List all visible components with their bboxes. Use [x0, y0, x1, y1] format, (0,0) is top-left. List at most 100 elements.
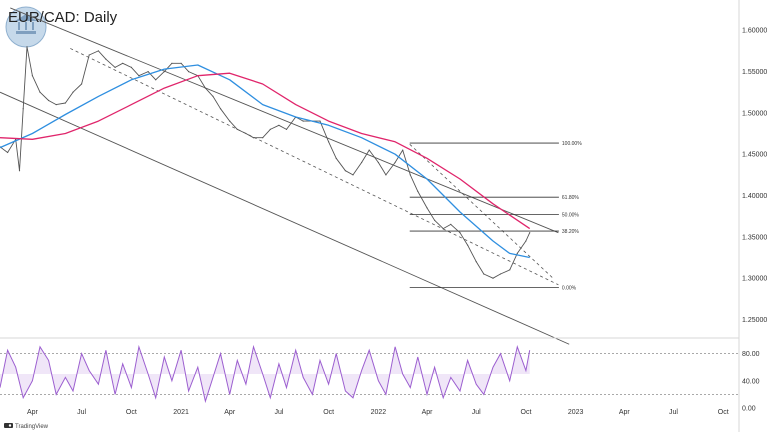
price-point	[81, 83, 83, 85]
time-tick-label: Apr	[619, 409, 631, 416]
price-point	[442, 228, 444, 230]
price-point	[335, 157, 337, 159]
price-point	[22, 108, 24, 110]
price-tick-label: 1.40000	[742, 193, 767, 200]
price-point	[492, 277, 494, 279]
price-point	[525, 240, 527, 242]
price-point	[262, 137, 264, 139]
oscillator-pane	[0, 344, 739, 404]
chart-title: EUR/CAD: Daily	[8, 9, 118, 26]
price-point	[163, 71, 165, 73]
time-tick-label: Oct	[323, 409, 334, 416]
price-point	[361, 161, 363, 164]
price-point	[26, 46, 28, 48]
price-point	[130, 66, 132, 68]
price-point	[252, 137, 255, 139]
price-point	[516, 252, 518, 254]
price-point	[219, 108, 222, 110]
price-point	[328, 141, 330, 143]
price-point	[39, 91, 41, 93]
price-point	[18, 170, 21, 172]
price-point	[434, 219, 436, 221]
price-point	[385, 174, 387, 176]
price-line	[0, 46, 531, 279]
price-point	[417, 190, 419, 192]
time-tick-label: 2022	[371, 409, 387, 416]
midline-dashed-line	[70, 48, 559, 286]
price-tick-label: 1.55000	[742, 69, 767, 76]
price-point	[402, 149, 404, 151]
price-point	[7, 151, 9, 154]
fib-level-label: 50.00%	[562, 212, 580, 218]
fib-level-label: 100.00%	[562, 141, 582, 147]
price-point	[72, 91, 74, 93]
oscillator-tick-label: 0.00	[742, 406, 756, 413]
price-point	[180, 62, 182, 64]
price-point	[319, 120, 321, 122]
fib-diagonal-dashed-line	[409, 143, 554, 279]
ma-slow-line	[0, 72, 531, 230]
time-tick-label: 2021	[173, 409, 189, 416]
price-point	[450, 223, 452, 225]
fib-level-label: 0.00%	[562, 285, 577, 291]
price-point	[31, 75, 33, 77]
price-point	[368, 149, 370, 151]
price-point	[236, 128, 238, 130]
oscillator-line	[0, 344, 531, 404]
time-tick-label: Jul	[669, 409, 678, 416]
price-point	[426, 207, 428, 209]
oscillator-axis: 80.00 40.00 0.00	[742, 351, 760, 412]
price-tick-label: 1.30000	[742, 276, 767, 283]
price-point	[509, 269, 511, 271]
logo	[5, 6, 47, 48]
price-point	[122, 62, 124, 64]
price-point	[302, 120, 304, 122]
price-point	[138, 75, 140, 77]
price-point	[114, 66, 116, 68]
price-point	[467, 244, 469, 246]
time-tick-label: Apr	[27, 409, 39, 416]
price-point	[394, 161, 396, 164]
price-point	[55, 104, 57, 106]
price-point	[105, 58, 107, 60]
price-axis[interactable]: 1.60000 1.55000 1.50000 1.45000 1.40000 1.350…	[742, 28, 767, 324]
price-point	[352, 174, 354, 176]
price-point	[48, 99, 50, 102]
time-tick-label: Jul	[77, 409, 86, 416]
time-tick-label: Apr	[224, 409, 236, 416]
time-tick-label: Oct	[718, 409, 729, 416]
price-point	[409, 174, 411, 176]
price-point	[483, 273, 485, 275]
price-point	[212, 95, 214, 97]
price-point	[269, 128, 271, 130]
oscillator-tick-label: 80.00	[742, 351, 760, 358]
time-tick-label: Oct	[521, 409, 532, 416]
price-point	[459, 232, 461, 234]
price-point	[188, 71, 190, 73]
price-point	[475, 261, 477, 263]
price-point	[229, 120, 231, 122]
price-point	[377, 161, 379, 164]
price-point	[278, 124, 280, 126]
price-series	[0, 46, 531, 279]
price-tick-label: 1.60000	[742, 28, 767, 35]
price-point	[529, 232, 531, 234]
time-axis[interactable]: Apr Jul Oct 2021 Apr Jul Oct 2022 Apr Jul Oct 2023 A…	[27, 409, 729, 416]
price-point	[97, 50, 99, 52]
time-tick-label: Jul	[274, 409, 283, 416]
price-point	[88, 54, 90, 56]
time-tick-label: Oct	[126, 409, 137, 416]
price-tick-label: 1.35000	[742, 234, 767, 241]
price-point	[204, 87, 206, 89]
channel-lower-line	[0, 91, 570, 345]
price-tick-label: 1.25000	[742, 317, 767, 324]
channel-lines	[0, 7, 570, 345]
price-point	[245, 132, 247, 135]
time-tick-label: Apr	[422, 409, 434, 416]
price-pane: 100.00% 61.80% 50.00% 38.20% 0.00%	[0, 7, 582, 345]
channel-upper-line	[10, 7, 559, 234]
price-point	[171, 62, 173, 64]
price-point	[147, 71, 149, 73]
brand-label: TradingView	[15, 424, 49, 430]
